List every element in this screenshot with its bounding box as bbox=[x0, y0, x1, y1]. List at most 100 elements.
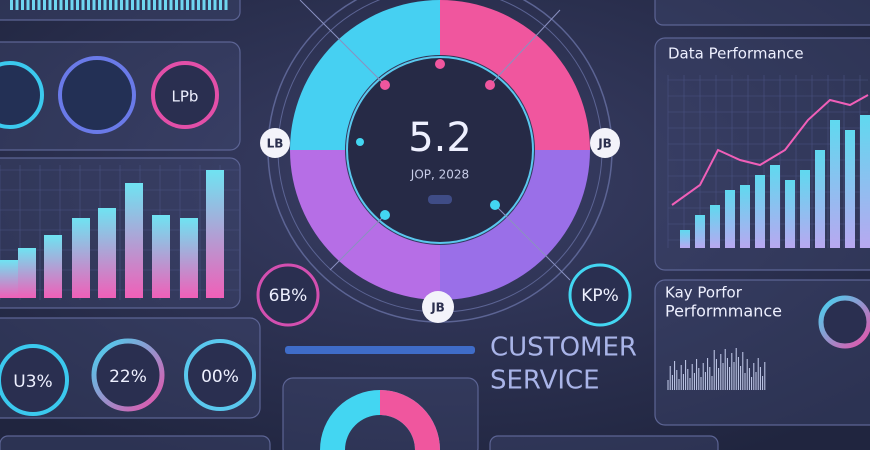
bar bbox=[48, 0, 52, 10]
dot bbox=[490, 200, 500, 210]
bar bbox=[65, 0, 68, 10]
bar bbox=[87, 0, 90, 10]
gauge-dots bbox=[356, 59, 500, 220]
bar bbox=[32, 0, 35, 10]
side-label: 6B% bbox=[269, 286, 308, 306]
bar bbox=[15, 0, 19, 10]
gauge-value: 5.2 bbox=[408, 115, 472, 161]
customer-service-text: SERVICE bbox=[490, 366, 600, 396]
dial bbox=[151, 61, 219, 129]
bar bbox=[81, 0, 85, 10]
panel bbox=[654, 279, 870, 426]
bar bbox=[285, 346, 475, 354]
panel-title: Kay Porfor bbox=[665, 284, 743, 302]
bar bbox=[755, 175, 765, 248]
bar bbox=[54, 0, 57, 10]
bar bbox=[136, 0, 140, 10]
bar bbox=[43, 0, 46, 10]
bar bbox=[785, 180, 795, 248]
badge bbox=[422, 291, 454, 323]
dot bbox=[380, 80, 390, 90]
bar bbox=[98, 0, 101, 10]
bar bbox=[197, 0, 200, 10]
badge bbox=[590, 128, 620, 158]
badge bbox=[260, 128, 290, 158]
mini-gauge bbox=[380, 390, 440, 450]
bar bbox=[800, 170, 810, 248]
bar bbox=[845, 130, 855, 248]
bar bbox=[114, 0, 118, 10]
side-dial bbox=[256, 263, 320, 327]
bar bbox=[125, 183, 143, 298]
bar bbox=[120, 0, 123, 10]
bar bbox=[860, 115, 870, 248]
trend-line bbox=[671, 94, 869, 206]
panel-title: Performmance bbox=[665, 302, 782, 321]
bar bbox=[158, 0, 162, 10]
gauge-center bbox=[346, 56, 534, 244]
bar bbox=[740, 185, 750, 248]
bar bbox=[680, 230, 690, 248]
panel-title: Data Performance bbox=[668, 45, 804, 63]
bar bbox=[180, 0, 184, 10]
badge-label: JB bbox=[430, 301, 445, 315]
bar bbox=[202, 0, 206, 10]
side-label: KP% bbox=[581, 286, 619, 306]
dial bbox=[58, 56, 136, 134]
dot bbox=[435, 59, 445, 69]
bar bbox=[725, 190, 735, 248]
bar bbox=[37, 0, 41, 10]
gauge-pill bbox=[428, 195, 452, 204]
gauge-segment bbox=[290, 150, 440, 300]
dial bbox=[818, 295, 870, 349]
dot bbox=[356, 138, 364, 146]
bar bbox=[206, 170, 224, 298]
dial-label: 00% bbox=[201, 367, 239, 387]
bar bbox=[10, 0, 13, 10]
bar bbox=[92, 0, 96, 10]
bar bbox=[175, 0, 178, 10]
bar bbox=[26, 0, 30, 10]
bar bbox=[770, 165, 780, 248]
bar bbox=[44, 235, 62, 298]
dial-label: LPb bbox=[172, 88, 199, 106]
bar bbox=[710, 205, 720, 248]
gauge-segment bbox=[440, 0, 590, 150]
bar bbox=[164, 0, 167, 10]
bar bbox=[98, 208, 116, 298]
dial bbox=[0, 61, 44, 129]
bar bbox=[219, 0, 222, 10]
bar bbox=[109, 0, 112, 10]
bar bbox=[0, 260, 18, 298]
bar bbox=[131, 0, 134, 10]
bar bbox=[186, 0, 189, 10]
dial-label: 22% bbox=[109, 367, 147, 387]
dot bbox=[485, 80, 495, 90]
bar bbox=[147, 0, 151, 10]
gauge-segment bbox=[290, 0, 440, 150]
dial bbox=[184, 339, 256, 411]
bar bbox=[142, 0, 145, 10]
bar bbox=[213, 0, 217, 10]
dial bbox=[91, 338, 165, 412]
bar bbox=[59, 0, 63, 10]
bar bbox=[18, 248, 36, 298]
connector bbox=[299, 0, 386, 86]
bar bbox=[70, 0, 74, 10]
connector bbox=[329, 214, 386, 271]
bar bbox=[695, 215, 705, 248]
badge-label: LB bbox=[267, 137, 284, 151]
bar bbox=[152, 215, 170, 298]
side-dial bbox=[568, 263, 632, 327]
connectors bbox=[299, 0, 571, 281]
bar bbox=[153, 0, 156, 10]
dial bbox=[0, 344, 69, 416]
bar bbox=[21, 0, 24, 10]
badges: LB JB JB bbox=[260, 128, 620, 323]
customer-service-text: CUSTOMER bbox=[490, 333, 637, 363]
dial-label: U3% bbox=[13, 372, 52, 392]
bar bbox=[224, 0, 228, 10]
bar bbox=[169, 0, 173, 10]
